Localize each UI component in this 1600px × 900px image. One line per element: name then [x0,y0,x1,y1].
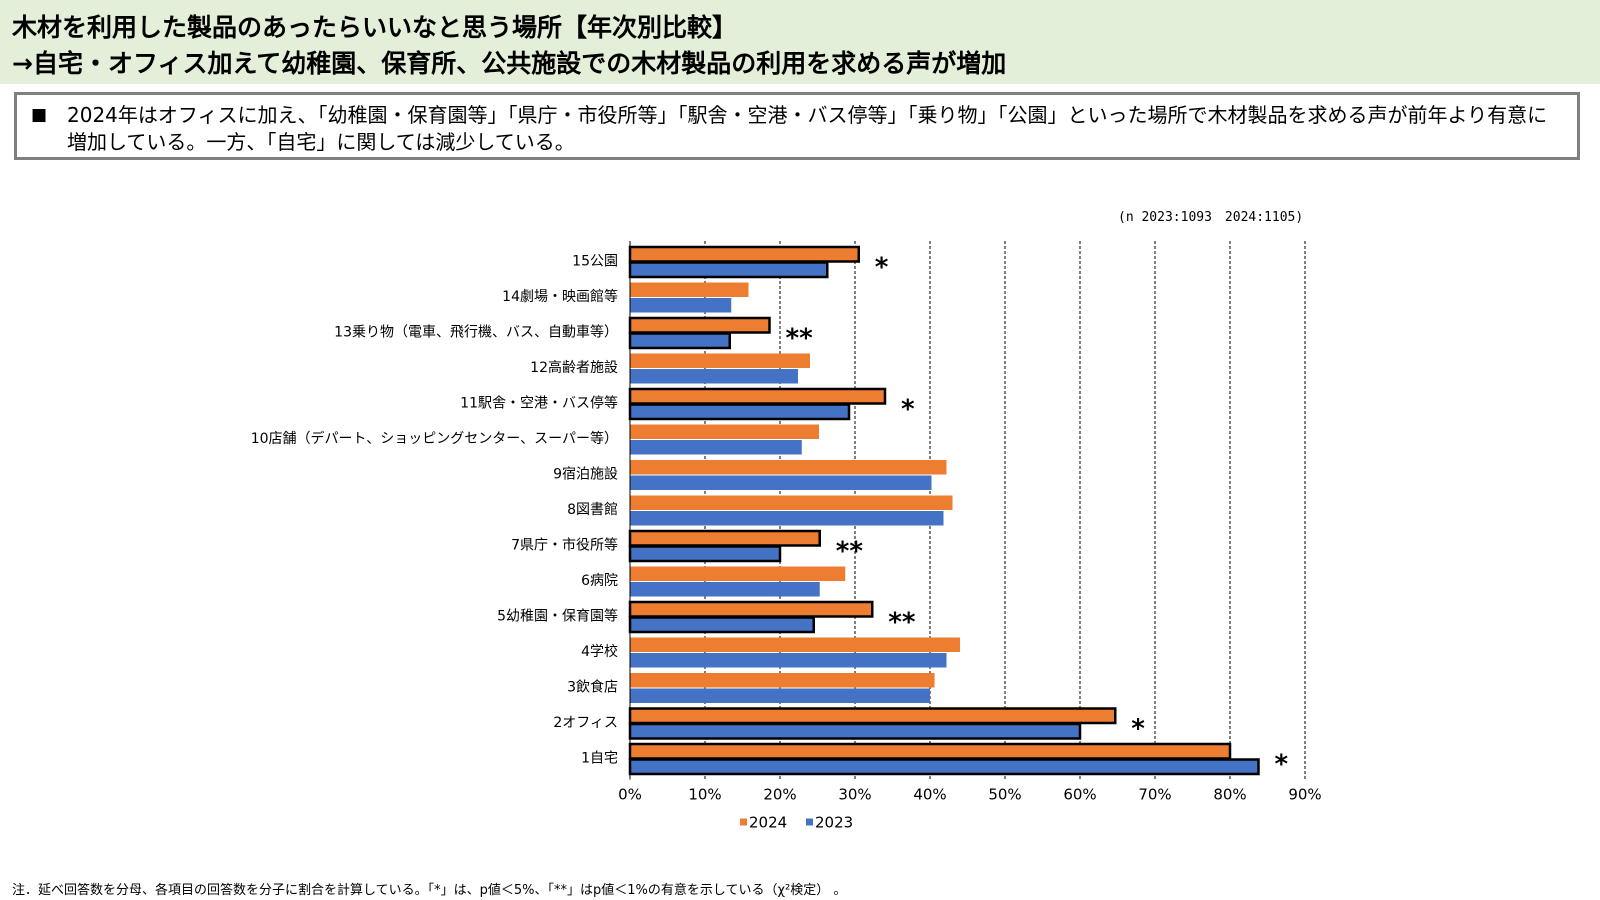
bullet-icon: ■ [31,105,48,125]
category-label: 6病院 [581,573,618,589]
significance-marker: ** [786,324,814,354]
significance-marker: * [875,253,889,283]
sample-size-note: (n 2023:1093 2024:1105) [1118,210,1304,225]
bar-2023 [630,688,930,703]
category-label: 15公園 [572,254,618,270]
legend-swatch-2023 [806,818,813,826]
category-label: 7県庁・市役所等 [511,537,618,554]
bar-2024 [628,707,1117,725]
category-label: 3飲食店 [567,679,618,696]
category-label: 10店舗（デパート、ショッピングセンター、スーパー等） [251,430,618,447]
bar-2024 [630,282,749,297]
bar-2023 [630,511,944,526]
x-tick-label: 0% [618,786,642,804]
title-banner: 木材を利用した製品のあったらいいなと思う場所【年次別比較】 →自宅・オフィス加え… [0,0,1600,84]
category-label: 14劇場・映画館等 [502,288,618,305]
bar-2023 [628,758,1260,776]
category-label: 1自宅 [581,751,618,767]
summary-box: ■ 2024年はオフィスに加え、「幼稚園・保育園等」「県庁・市役所等」「駅舎・空… [14,92,1580,160]
bar-2023 [630,653,947,668]
summary-text: 2024年はオフィスに加え、「幼稚園・保育園等」「県庁・市役所等」「駅舎・空港・… [67,103,1548,154]
bar-2023 [630,369,798,384]
legend-label-2023: 2023 [815,814,853,832]
significance-marker: * [1131,714,1145,744]
bar-2024 [630,353,810,368]
bar-2024 [628,387,887,405]
bar-2023 [628,332,731,350]
legend-label-2024: 2024 [749,814,787,832]
bar-2024 [628,600,874,618]
bar-2023 [628,261,829,279]
bar-2023 [628,616,815,634]
x-tick-label: 60% [1063,786,1096,804]
x-tick-label: 30% [838,786,871,804]
bar-chart: 0% 10% 20% 30% 40% 50% 60% 70% 80% 90% 15公園 * 14劇場・映… [251,241,1322,832]
bar-2024 [630,637,960,652]
category-label: 11駅舎・空港・バス停等 [460,395,618,412]
x-tick-label: 90% [1288,786,1321,804]
bar-2024 [628,316,771,334]
bar-2024 [628,245,860,263]
category-label: 12高齢者施設 [530,359,618,376]
x-tick-label: 70% [1138,786,1171,804]
bar-2023 [628,545,782,563]
bar-2023 [630,582,820,597]
bar-2024 [630,495,953,510]
significance-marker: ** [836,537,864,567]
x-tick-label: 50% [988,786,1021,804]
bar-2024 [630,424,819,439]
significance-marker: * [1275,750,1289,780]
bar-2023 [628,722,1082,740]
page-subtitle: →自宅・オフィス加えて幼稚園、保育所、公共施設での木材製品の利用を求める声が増加 [12,49,1007,78]
bar-2023 [630,298,732,313]
bar-2024 [630,673,935,688]
significance-marker: ** [888,608,916,638]
x-tick-label: 10% [688,786,721,804]
category-label: 8図書館 [567,501,618,518]
bar-2024 [630,460,947,475]
x-tick-label: 80% [1213,786,1246,804]
bar-2023 [630,475,932,490]
bar-2024 [628,742,1232,760]
x-tick-label: 20% [763,786,796,804]
bar-2023 [628,403,851,421]
footnote: 注．延べ回答数を分母、各項目の回答数を分子に割合を計算している。「*」は、p値＜… [12,883,847,898]
bar-2024 [630,566,846,581]
category-label: 9宿泊施設 [553,466,618,483]
page-title: 木材を利用した製品のあったらいいなと思う場所【年次別比較】 [12,13,738,42]
category-label: 5幼稚園・保育園等 [497,608,618,625]
bar-2024 [628,529,821,547]
category-label: 2オフィス [553,715,618,731]
category-label: 13乗り物（電車、飛行機、バス、自動車等） [334,324,618,341]
significance-marker: * [901,395,915,425]
legend-swatch-2024 [740,818,747,826]
x-tick-label: 40% [913,786,946,804]
bar-2023 [630,440,802,455]
category-label: 4学校 [581,643,618,660]
